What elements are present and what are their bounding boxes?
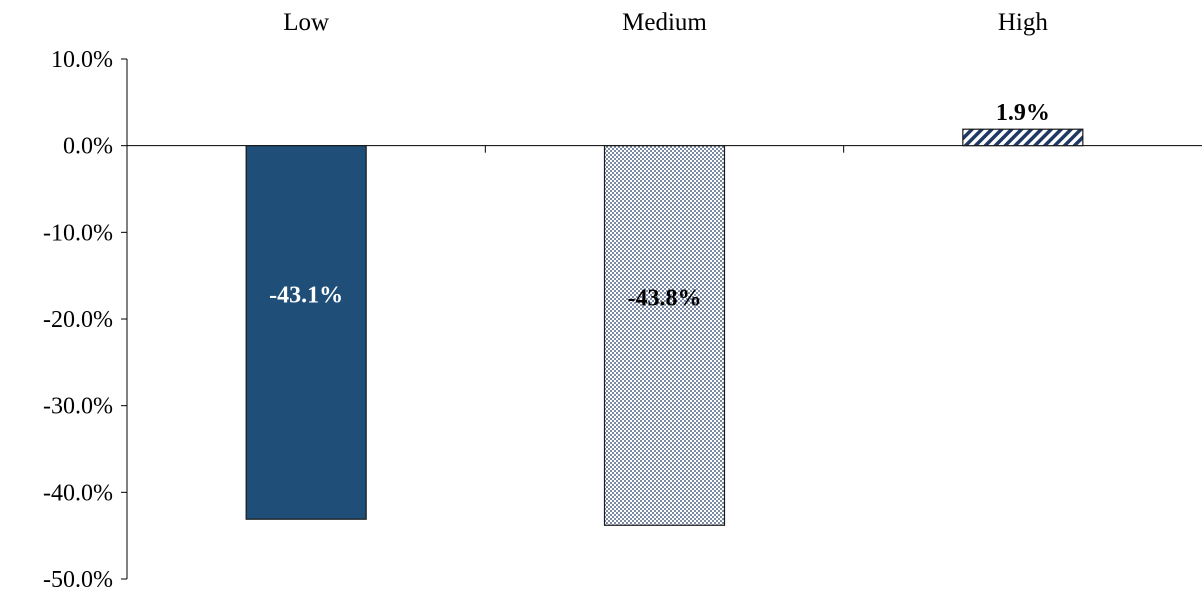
y-tick-label: -50.0% [43,567,113,593]
bar-high [962,128,1084,147]
y-tick-label: -30.0% [43,394,113,420]
y-tick-label: 10.0% [51,47,113,73]
data-label: 1.9% [996,100,1050,126]
axis-layer: 10.0% 0.0% -10.0% -20.0% -30.0% -40.0% -50.0% [43,47,1202,593]
bars-layer [245,128,1084,526]
category-label: High [998,9,1049,36]
bar-medium [603,145,726,526]
y-tick-label: -10.0% [43,220,113,246]
y-tick-label: 0.0% [63,134,113,160]
labels-layer: Low -43.1% Medium -43.8% High 1.9% [269,9,1050,311]
category-label: Medium [622,9,707,36]
bar-low [245,145,367,520]
y-tick-label: -40.0% [43,480,113,506]
category-label: Low [283,9,329,36]
y-tick-label: -20.0% [43,307,113,333]
data-label: -43.8% [628,285,702,311]
data-label: -43.1% [269,282,343,308]
